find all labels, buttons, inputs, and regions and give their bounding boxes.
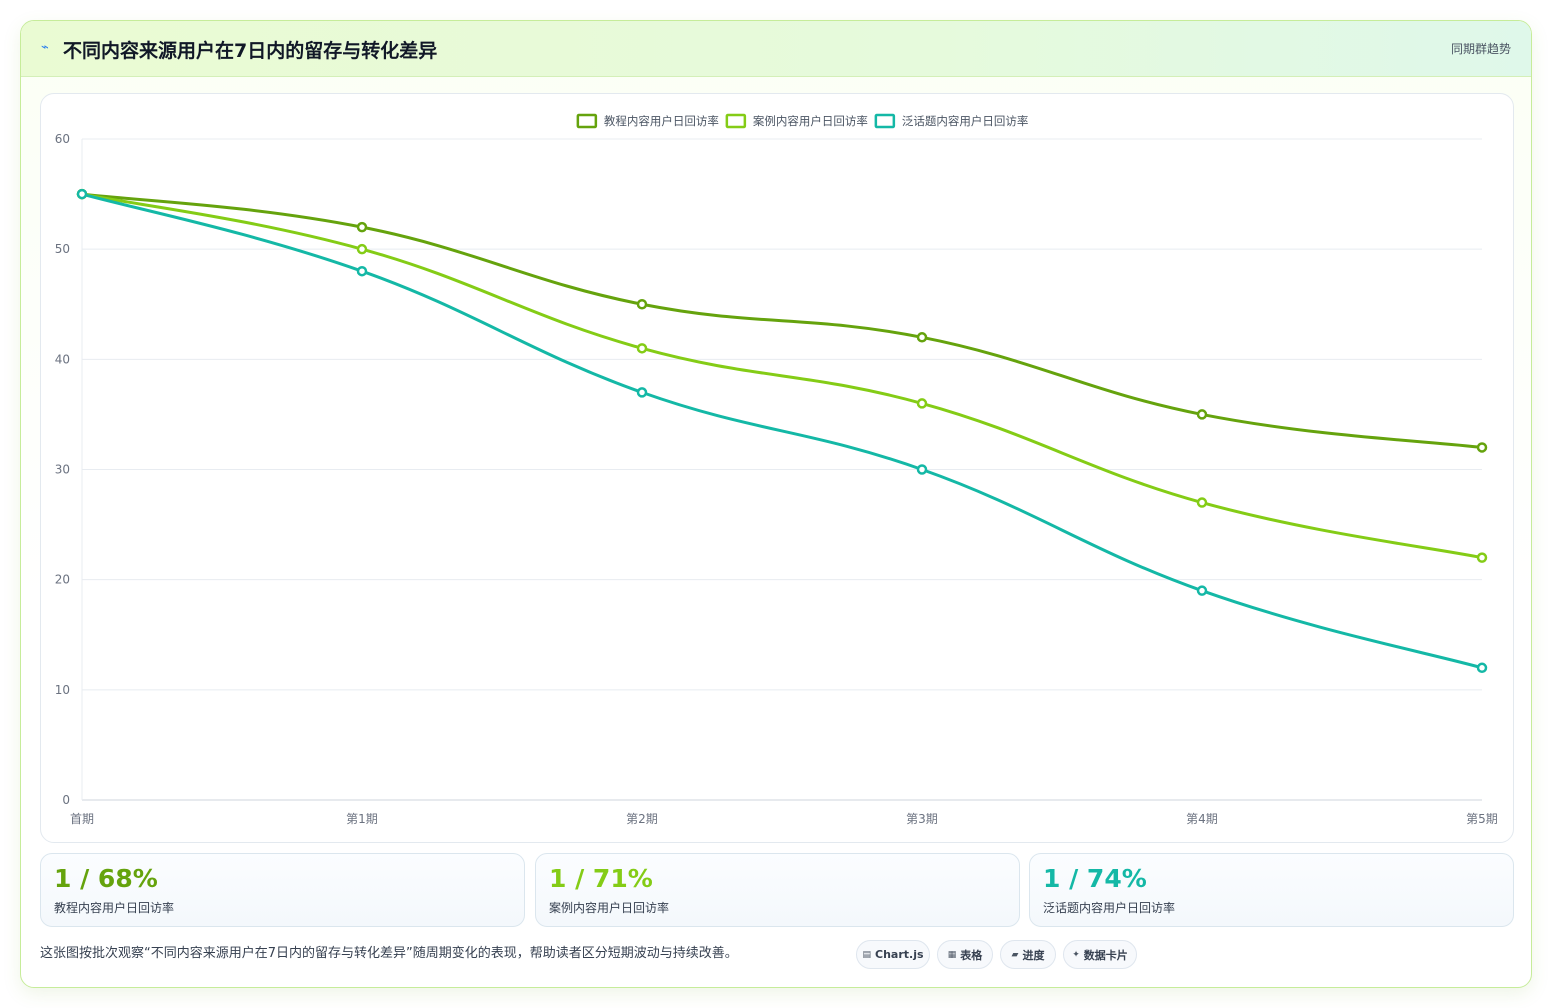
progress-icon: ▰ <box>1011 949 1019 960</box>
chip-data-card[interactable]: ✦ 数据卡片 <box>1063 940 1137 969</box>
chip-label: 进度 <box>1022 948 1045 962</box>
y-tick-label: 10 <box>55 683 70 697</box>
data-point[interactable] <box>356 265 368 277</box>
chip-chartjs[interactable]: ▤ Chart.js <box>856 940 930 969</box>
header-tag: 同期群趋势 <box>1450 42 1511 56</box>
line-chart: 0 10 20 30 40 50 60 首期 第1期 第2期 第3期 第4期 第5期 教程内容用户日回访率… <box>55 113 1498 826</box>
data-point[interactable] <box>1476 662 1488 674</box>
x-tick-label: 第4期 <box>1186 812 1218 826</box>
stat-label: 教程内容用户日回访率 <box>54 901 175 915</box>
y-tick-label: 20 <box>55 573 70 587</box>
table-icon: ▦ <box>947 949 957 960</box>
chart-panel: 0 10 20 30 40 50 60 首期 第1期 第2期 第3期 第4期 第5期 教程内容用户日回访率… <box>40 93 1514 843</box>
y-tick-label: 0 <box>62 793 70 807</box>
stat-label: 泛话题内容用户日回访率 <box>1043 901 1176 915</box>
legend-label[interactable]: 案例内容用户日回访率 <box>753 114 868 128</box>
data-point[interactable] <box>1196 497 1208 508</box>
lightning-icon: ⌁ <box>41 40 49 55</box>
stat-card-general: 1 / 74% 泛话题内容用户日回访率 <box>1029 853 1514 927</box>
x-tick-label: 第1期 <box>346 812 378 826</box>
data-point[interactable] <box>636 343 648 354</box>
data-point[interactable] <box>76 188 88 200</box>
legend-swatch[interactable] <box>874 113 896 129</box>
x-tick-label: 首期 <box>70 812 94 826</box>
chart-description: 这张图按批次观察“不同内容来源用户在7日内的留存与转化差异”随周期变化的表现，帮… <box>40 946 738 961</box>
chart-icon: ▤ <box>862 949 871 960</box>
x-tick-label: 第3期 <box>906 812 938 826</box>
stat-label: 案例内容用户日回访率 <box>549 901 670 915</box>
data-point[interactable] <box>1476 442 1488 453</box>
chip-label: 数据卡片 <box>1083 948 1128 962</box>
data-point[interactable] <box>356 221 368 233</box>
y-tick-label: 40 <box>55 352 70 366</box>
sparkle-icon: ✦ <box>1072 949 1080 960</box>
chip-label: 表格 <box>960 948 983 962</box>
y-tick-label: 50 <box>55 242 70 256</box>
legend-label[interactable]: 教程内容用户日回访率 <box>604 114 719 128</box>
series-line-1 <box>81 192 1483 449</box>
x-tick-label: 第2期 <box>626 812 658 826</box>
stat-value: 1 / 68% <box>54 864 158 893</box>
legend-swatch[interactable] <box>725 113 747 129</box>
y-tick-label: 30 <box>55 463 70 477</box>
chart-card: ⌁ 不同内容来源用户在7日内的留存与转化差异 同期群趋势 0 10 20 30 40 50… <box>20 20 1532 988</box>
chart-title: 不同内容来源用户在7日内的留存与转化差异 <box>63 40 438 62</box>
series-line-2 <box>81 192 1483 560</box>
card-header: ⌁ 不同内容来源用户在7日内的留存与转化差异 同期群趋势 <box>21 21 1531 77</box>
stat-value: 1 / 71% <box>549 864 653 893</box>
stat-card-case: 1 / 71% 案例内容用户日回访率 <box>535 853 1020 927</box>
data-point[interactable] <box>1476 552 1488 563</box>
data-point[interactable] <box>916 332 928 343</box>
data-point[interactable] <box>636 299 648 310</box>
data-point[interactable] <box>916 398 928 409</box>
data-point[interactable] <box>356 243 368 255</box>
data-point[interactable] <box>1196 409 1208 420</box>
chip-progress[interactable]: ▰ 进度 <box>1000 940 1056 969</box>
data-point[interactable] <box>916 464 928 475</box>
stat-card-tutorial: 1 / 68% 教程内容用户日回访率 <box>40 853 525 927</box>
stat-value: 1 / 74% <box>1043 864 1147 893</box>
x-tick-label: 第5期 <box>1466 812 1498 826</box>
y-tick-label: 60 <box>55 132 70 146</box>
data-point[interactable] <box>1196 585 1208 596</box>
legend-swatch[interactable] <box>576 113 598 129</box>
chip-label: Chart.js <box>875 948 924 961</box>
chip-table[interactable]: ▦ 表格 <box>937 940 993 969</box>
series-line-3 <box>81 192 1483 670</box>
data-point[interactable] <box>636 387 648 398</box>
legend-label[interactable]: 泛话题内容用户日回访率 <box>902 114 1029 128</box>
